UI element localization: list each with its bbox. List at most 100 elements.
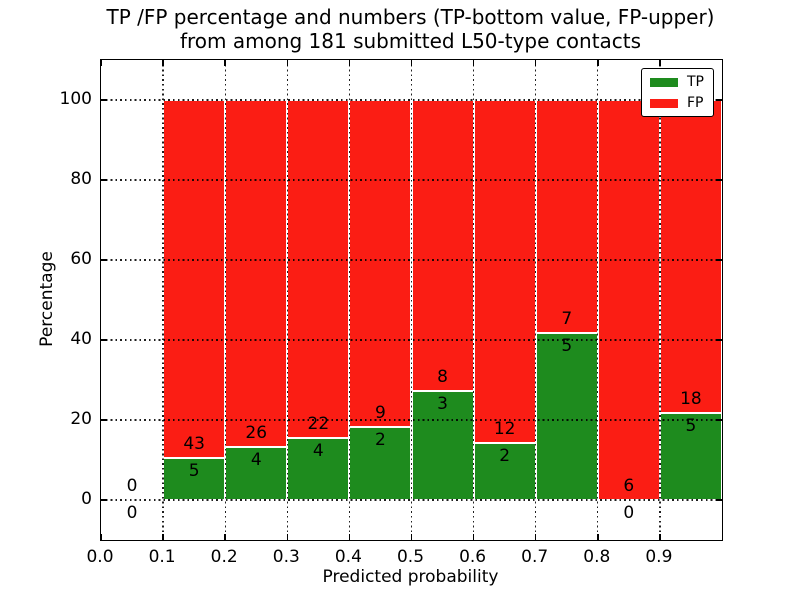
x-tick-mark [410, 534, 413, 540]
bar-count-label-fp: 9 [375, 403, 386, 424]
bar-count-label-tp: 0 [126, 503, 138, 523]
y-tick-mark [716, 339, 722, 341]
x-axis-label: Predicted probability [322, 567, 499, 587]
x-tick-mark [224, 534, 226, 540]
legend-swatch-fp [650, 98, 678, 108]
y-tick-mark [716, 99, 722, 101]
y-tick-mark [101, 339, 107, 341]
bar-count-label-fp: 8 [437, 366, 448, 387]
bar-count-label-fp: 0 [126, 476, 138, 496]
y-tick-mark [716, 259, 722, 261]
x-tick-mark [162, 534, 164, 540]
gridline-vertical [472, 60, 475, 540]
bar-count-label-tp: 4 [312, 441, 324, 462]
y-tick-mark [101, 179, 107, 181]
x-tick-mark [348, 534, 351, 540]
gridline-vertical [286, 60, 288, 540]
x-tick-mark [659, 534, 661, 540]
bar-segment-fp [535, 100, 598, 334]
x-tick-mark [659, 60, 661, 66]
bar-segment-tp [163, 458, 226, 500]
bar-count-label-fp: 12 [493, 418, 516, 439]
gridline-vertical [410, 60, 413, 540]
x-tick-mark [534, 534, 537, 540]
chart-title-line1: TP /FP percentage and numbers (TP-bottom… [106, 5, 715, 29]
x-tick-label: 0.2 [210, 547, 238, 567]
x-tick-label: 0.8 [583, 547, 611, 567]
gridline-vertical [162, 60, 164, 540]
gridline-vertical [597, 60, 599, 540]
bar-count-label-fp: 26 [245, 422, 268, 443]
x-tick-mark [472, 534, 475, 540]
bar-count-label-tp: 3 [437, 393, 448, 414]
bar-count-label-tp: 5 [188, 461, 200, 482]
bar-segment-fp [349, 100, 412, 428]
y-tick-mark [716, 179, 722, 181]
y-tick-mark [101, 259, 107, 261]
bar-segment-tp [473, 442, 536, 500]
bar-segment-tp [535, 333, 598, 500]
bar-count-label-fp: 7 [561, 309, 573, 330]
x-tick-label: 0.7 [521, 547, 549, 567]
y-tick-label: 60 [70, 249, 92, 269]
x-tick-mark [286, 534, 289, 540]
y-tick-mark [101, 499, 107, 501]
bar-segment-fp [597, 100, 660, 500]
plot-area: 0 0 43 5 26 4 22 4 9 2 8 3 12 2 7 5 6 0 18 5 TP FP [100, 59, 723, 541]
x-tick-label: 0.3 [272, 547, 300, 567]
bar-count-label-fp: 22 [307, 414, 330, 435]
y-tick-mark [716, 499, 722, 501]
gridline-vertical [224, 60, 226, 540]
bar-count-label-tp: 2 [499, 445, 511, 466]
y-tick-mark [101, 99, 107, 101]
x-tick-mark [100, 534, 102, 540]
y-tick-label: 80 [70, 169, 92, 189]
legend-label-fp: FP [687, 95, 704, 111]
chart-title-line2: from among 181 submitted L50-type contac… [179, 28, 642, 53]
legend-entry-tp: TP [650, 75, 704, 89]
bar-segment-fp [287, 100, 350, 439]
x-tick-mark [597, 60, 599, 66]
bar-segment-fp [411, 100, 474, 391]
bar-segment-fp [473, 100, 536, 443]
bar-segment-tp [225, 446, 288, 500]
x-tick-mark [224, 60, 226, 66]
x-tick-label: 0.4 [334, 547, 362, 567]
bar-count-label-tp: 4 [250, 449, 262, 470]
legend: TP FP [641, 68, 714, 117]
gridline-vertical [659, 60, 661, 540]
y-tick-label: 40 [70, 329, 92, 349]
bar-count-label-fp: 43 [183, 434, 205, 455]
bar-segment-fp [163, 100, 226, 459]
bar-count-label-fp: 18 [680, 389, 702, 410]
x-tick-mark [597, 534, 599, 540]
x-tick-label: 0.6 [459, 547, 487, 567]
legend-entry-fp: FP [650, 96, 704, 110]
bar-segment-fp [659, 100, 722, 414]
y-tick-label: 20 [70, 409, 92, 429]
x-tick-label: 0.0 [86, 547, 114, 567]
x-tick-mark [410, 60, 413, 66]
x-tick-mark [100, 60, 102, 66]
gridline-vertical [348, 60, 351, 540]
x-tick-label: 0.9 [645, 547, 673, 567]
x-tick-mark [472, 60, 475, 66]
bar-count-label-tp: 2 [375, 430, 386, 451]
chart-title: TP /FP percentage and numbers (TP-bottom… [100, 5, 721, 53]
y-tick-label: 100 [59, 89, 92, 109]
y-tick-label: 0 [81, 489, 92, 509]
x-tick-mark [286, 60, 289, 66]
bar-count-label-tp: 5 [561, 336, 573, 357]
y-tick-mark [101, 419, 107, 421]
bar-count-label-tp: 0 [623, 503, 635, 523]
bar-count-label-tp: 5 [685, 416, 697, 437]
x-tick-mark [162, 60, 164, 66]
x-tick-label: 0.1 [148, 547, 176, 567]
legend-label-tp: TP [687, 74, 704, 90]
x-tick-mark [348, 60, 351, 66]
legend-swatch-tp [650, 77, 678, 87]
x-tick-mark [534, 60, 537, 66]
bar-count-label-fp: 6 [623, 476, 635, 496]
bar-segment-fp [225, 100, 288, 447]
